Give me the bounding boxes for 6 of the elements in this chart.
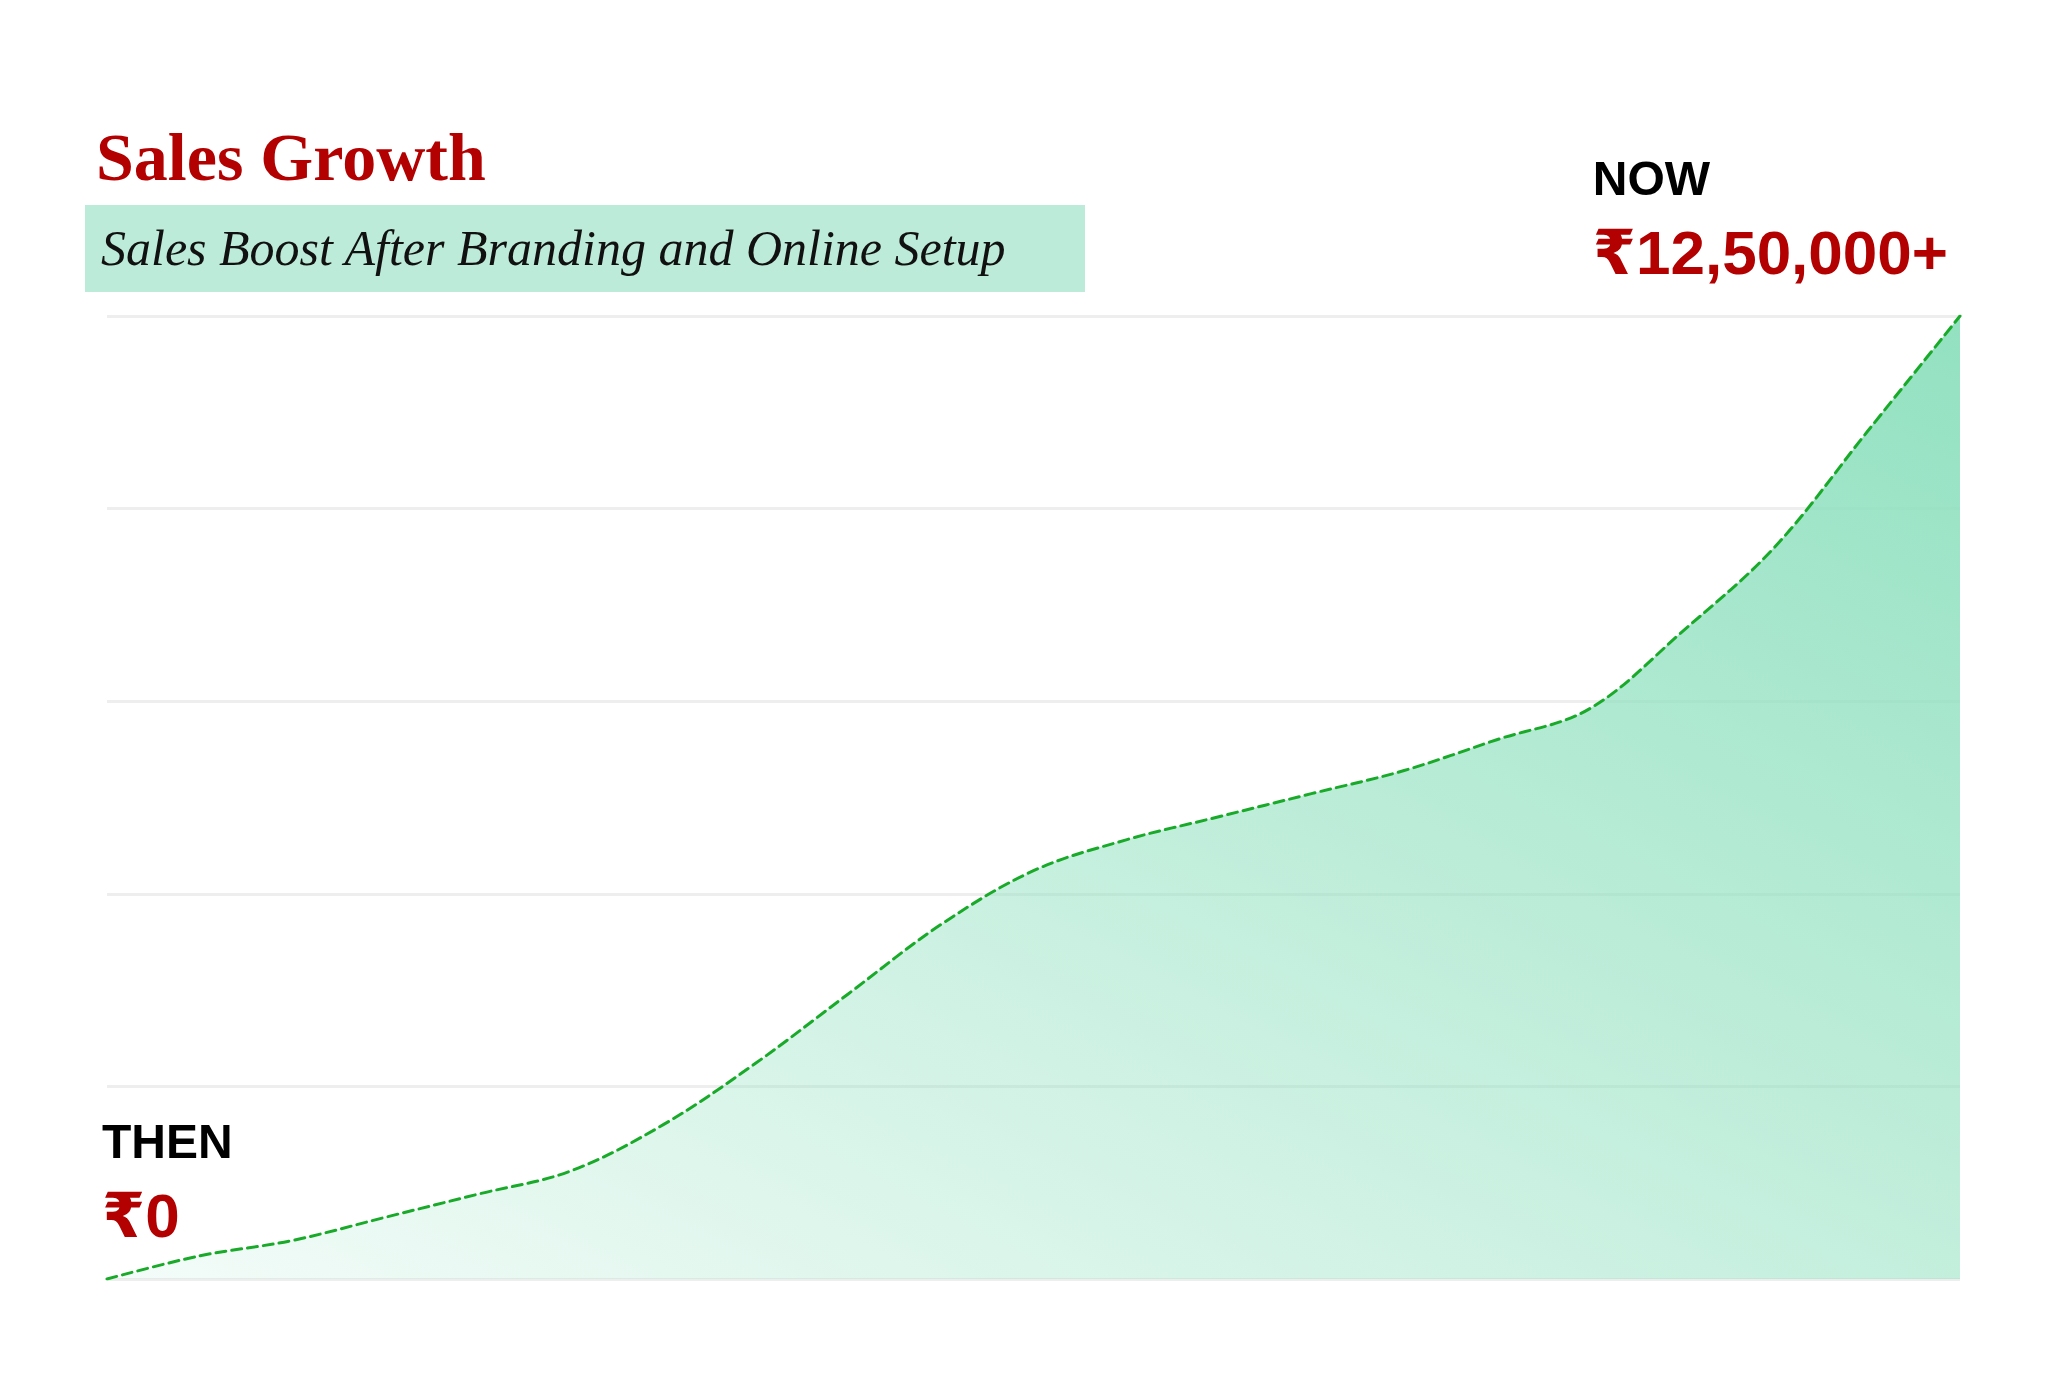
chart-title: Sales Growth	[96, 119, 486, 195]
data-label: ₹12,50,000+	[1592, 217, 1948, 287]
text: NOW	[1592, 151, 1711, 205]
data-label: ₹0	[102, 1180, 180, 1250]
chart-subtitle: Sales Boost After Branding and Online Setup	[101, 220, 1006, 276]
annotation: THEN	[102, 1114, 233, 1168]
